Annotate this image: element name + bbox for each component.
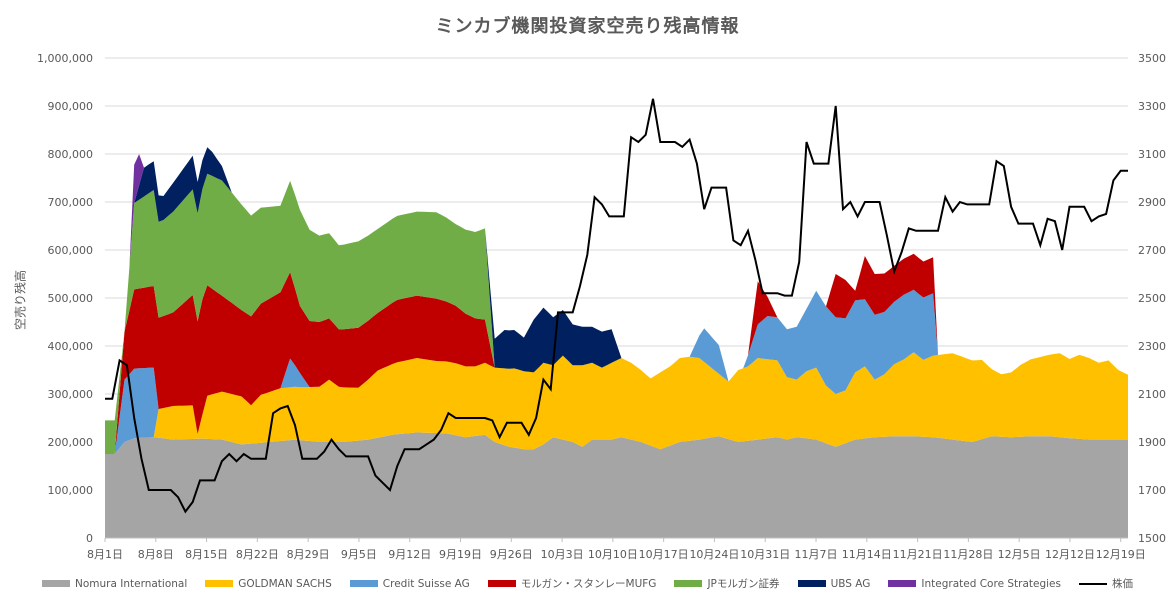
y-tick-right: 2500	[1138, 292, 1166, 305]
area-series-4	[105, 173, 1128, 454]
y-tick-left: 400,000	[48, 340, 94, 353]
y-tick-left: 900,000	[48, 100, 94, 113]
x-tick: 10月24日	[689, 548, 739, 561]
y-tick-right: 1900	[1138, 436, 1166, 449]
legend-swatch	[1079, 582, 1107, 585]
x-tick: 10月17日	[639, 548, 689, 561]
x-tick: 12月12日	[1045, 548, 1095, 561]
legend-label: 株価	[1112, 578, 1133, 590]
x-tick: 8月8日	[138, 548, 174, 561]
x-tick: 12月5日	[998, 548, 1041, 561]
y-tick-left: 700,000	[48, 196, 94, 209]
area-series-0	[105, 432, 1128, 538]
legend-label: UBS AG	[830, 577, 871, 590]
legend-item: GOLDMAN SACHS	[205, 576, 332, 591]
legend-item: モルガン・スタンレーMUFG	[487, 576, 657, 591]
x-tick: 8月29日	[287, 548, 330, 561]
stacked-areas	[105, 147, 1128, 538]
legend-label: モルガン・スタンレーMUFG	[520, 578, 657, 590]
legend-swatch	[349, 580, 378, 587]
y-tick-left: 1,000,000	[37, 52, 93, 65]
x-tick: 11月28日	[943, 548, 993, 561]
x-tick: 10月3日	[541, 548, 584, 561]
legend-swatch	[42, 580, 70, 587]
legend: Nomura International GOLDMAN SACHS Credit …	[0, 576, 1175, 591]
y-tick-right: 2700	[1138, 244, 1166, 257]
legend-item: Nomura International	[42, 576, 187, 591]
legend-item: Credit Suisse AG	[349, 576, 470, 591]
x-tick: 11月21日	[893, 548, 943, 561]
legend-item: UBS AG	[797, 576, 871, 591]
y-tick-right: 2900	[1138, 196, 1166, 209]
x-tick: 11月14日	[842, 548, 892, 561]
area-series-3	[105, 253, 1128, 454]
y-tick-left: 500,000	[48, 292, 94, 305]
legend-item: 株価	[1079, 576, 1133, 591]
legend-label: JPモルガン証券	[707, 578, 780, 590]
x-tick: 10月10日	[588, 548, 638, 561]
x-tick: 8月22日	[236, 548, 279, 561]
legend-swatch	[888, 580, 917, 587]
legend-label: Nomura International	[75, 577, 188, 590]
y-tick-right: 2300	[1138, 340, 1166, 353]
x-tick: 9月19日	[439, 548, 482, 561]
y-tick-right: 1500	[1138, 532, 1166, 545]
legend-swatch	[674, 580, 703, 587]
legend-swatch	[797, 580, 826, 587]
legend-label: Credit Suisse AG	[382, 577, 470, 590]
y-tick-left: 800,000	[48, 148, 94, 161]
x-tick: 12月19日	[1096, 548, 1146, 561]
x-tick: 9月26日	[490, 548, 533, 561]
area-series-1	[105, 352, 1128, 454]
y-tick-left: 300,000	[48, 388, 94, 401]
x-tick: 10月31日	[740, 548, 790, 561]
area-series-2	[105, 289, 1128, 454]
x-tick: 8月15日	[185, 548, 228, 561]
legend-swatch	[487, 580, 516, 587]
y-tick-right: 2100	[1138, 388, 1166, 401]
chart-title: ミンカブ機関投資家空売り残高情報	[435, 16, 740, 37]
x-tick: 11月7日	[795, 548, 838, 561]
legend-item: JPモルガン証券	[674, 576, 780, 591]
y-tick-left: 100,000	[48, 484, 94, 497]
axes: 0 100,000 200,000 300,000 400,000 500,000 600,…	[37, 52, 1166, 561]
legend-item: Integrated Core Strategies	[888, 576, 1061, 591]
y-tick-right: 3300	[1138, 100, 1166, 113]
price-line-path	[105, 98, 1128, 514]
x-tick: 9月12日	[388, 548, 431, 561]
y-tick-right: 1700	[1138, 484, 1166, 497]
y-tick-left: 200,000	[48, 436, 94, 449]
legend-swatch	[205, 580, 234, 587]
x-tick: 9月5日	[341, 548, 377, 561]
y-tick-right: 3500	[1138, 52, 1166, 65]
x-tick: 8月1日	[87, 548, 123, 561]
y-tick-left: 0	[86, 532, 93, 545]
legend-label: Integrated Core Strategies	[921, 577, 1061, 590]
y-tick-right: 3100	[1138, 148, 1166, 161]
y-tick-left: 600,000	[48, 244, 94, 257]
price-line	[105, 98, 1128, 514]
legend-label: GOLDMAN SACHS	[238, 577, 332, 590]
